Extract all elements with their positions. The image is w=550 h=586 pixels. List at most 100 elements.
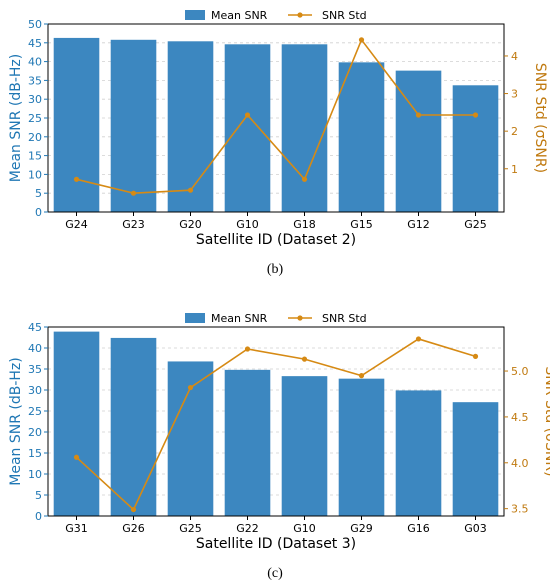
bar-c-g03 (452, 402, 499, 516)
x-tick-label-c-g10: G10 (293, 522, 316, 535)
snr-std-point-c-g16 (415, 336, 422, 342)
x-axis-label-c: Satellite ID (Dataset 3) (196, 536, 356, 552)
bar-b-g15 (338, 62, 385, 212)
left-tick-label-c-1: 5 (35, 489, 42, 502)
left-tick-label-c-0: 0 (35, 510, 42, 523)
x-tick-label-c-g22: G22 (236, 522, 259, 535)
bar-c-g10 (281, 376, 328, 516)
legend-swatch-mean-snr-c (185, 313, 205, 323)
snr-std-point-c-g31 (73, 454, 80, 460)
right-axis-label-b: SNR Std (σSNR) (532, 63, 548, 173)
left-tick-label-b-1: 5 (35, 187, 42, 200)
bar-c-g29 (338, 378, 385, 516)
right-tick-label-c-1: 4.0 (511, 457, 529, 470)
snr-std-point-b-g15 (358, 37, 365, 43)
left-tick-label-b-4: 20 (28, 131, 42, 144)
bar-b-g25 (452, 85, 499, 212)
legend-label-mean-snr-c: Mean SNR (211, 312, 268, 325)
left-axis-label-c: Mean SNR (dB-Hz) (8, 357, 24, 485)
right-tick-label-c-2: 4.5 (511, 411, 529, 424)
left-axis-label-b: Mean SNR (dB-Hz) (8, 54, 24, 182)
left-tick-label-b-10: 50 (28, 18, 42, 31)
x-tick-label-b-g18: G18 (293, 218, 316, 231)
panel-c-caption: (c) (267, 566, 283, 581)
snr-std-line-c (75, 338, 476, 511)
snr-std-point-c-g22 (244, 346, 251, 352)
legend-marker-snr-std-b (297, 12, 303, 18)
bar-b-g23 (110, 39, 157, 213)
x-tick-label-b-g23: G23 (122, 218, 145, 231)
x-tick-label-b-g15: G15 (350, 218, 373, 231)
x-tick-label-b-g20: G20 (179, 218, 202, 231)
legend-label-snr-std-b: SNR Std (322, 9, 367, 22)
snr-std-point-b-g23 (130, 190, 137, 196)
snr-std-point-b-g12 (415, 112, 422, 118)
x-tick-label-c-g29: G29 (350, 522, 373, 535)
left-tick-label-b-6: 30 (28, 93, 42, 106)
bar-c-g16 (395, 390, 442, 516)
snr-std-line-b (76, 38, 476, 195)
snr-std-point-c-g26 (130, 506, 137, 513)
legend-c: Mean SNR SNR Std (185, 312, 367, 325)
bar-b-g12 (395, 70, 442, 213)
snr-std-point-b-g10 (244, 112, 251, 118)
right-tick-label-b-2: 3 (511, 88, 518, 101)
left-tick-label-b-8: 40 (28, 56, 42, 69)
bar-b-g18 (281, 44, 328, 212)
legend-marker-snr-std-c (297, 315, 303, 321)
chart-panel-b: 0 5 10 15 20 25 30 35 40 45 50 1 2 3 4 G24 G23 G20 G10 G18 G… (8, 9, 548, 248)
x-tick-label-c-g26: G26 (122, 522, 145, 535)
left-tick-label-c-6: 30 (28, 384, 42, 397)
chart-panel-c: 0 5 10 15 20 25 30 35 40 45 3.5 4.0 4.5 5.0 G31 G26 G25 G… (8, 312, 550, 552)
left-tick-label-b-2: 10 (28, 168, 42, 181)
x-tick-label-b-g10: G10 (236, 218, 259, 231)
bar-c-g22 (224, 369, 271, 516)
snr-std-point-c-g25 (187, 384, 194, 391)
legend-label-mean-snr-b: Mean SNR (211, 9, 268, 22)
snr-std-point-b-g18 (301, 176, 308, 182)
bar-c-g25 (167, 361, 214, 516)
snr-std-point-b-g25 (472, 112, 479, 118)
left-tick-label-c-3: 15 (28, 447, 42, 460)
snr-std-point-c-g29 (358, 373, 365, 379)
x-tick-label-b-g24: G24 (65, 218, 88, 231)
legend-b: Mean SNR SNR Std (185, 9, 367, 22)
x-tick-label-c-g31: G31 (65, 522, 88, 535)
plot-frame-c (47, 326, 505, 517)
right-tick-label-b-0: 1 (511, 163, 518, 176)
snr-std-point-c-g03 (472, 353, 479, 359)
left-tick-label-c-5: 25 (28, 405, 42, 418)
bar-c-g26 (110, 337, 157, 516)
right-tick-label-b-1: 2 (511, 125, 518, 138)
x-tick-label-b-g12: G12 (407, 218, 430, 231)
x-tick-label-c-g03: G03 (464, 522, 487, 535)
bar-b-g20 (167, 41, 214, 212)
right-tick-label-c-3: 5.0 (511, 365, 529, 378)
bar-b-g10 (224, 44, 271, 212)
left-tick-label-b-7: 35 (28, 74, 42, 87)
left-tick-label-c-7: 35 (28, 363, 42, 376)
x-axis-label-b: Satellite ID (Dataset 2) (196, 232, 356, 248)
left-tick-label-b-9: 45 (28, 37, 42, 50)
legend-swatch-mean-snr-b (185, 10, 205, 20)
snr-std-point-b-g24 (73, 176, 80, 182)
left-tick-label-c-8: 40 (28, 342, 42, 355)
snr-std-point-b-g20 (187, 187, 194, 193)
left-tick-label-b-3: 15 (28, 150, 42, 163)
bar-b-g24 (53, 37, 100, 212)
right-tick-label-b-3: 4 (511, 50, 518, 63)
left-tick-label-b-5: 25 (28, 112, 42, 125)
x-tick-label-b-g25: G25 (464, 218, 487, 231)
left-tick-label-c-2: 10 (28, 468, 42, 481)
right-axis-label-c: SNR Std (σSNR) (542, 366, 550, 476)
bar-c-g31 (53, 331, 100, 516)
panel-b-caption: (b) (266, 262, 284, 277)
x-tick-label-c-g25: G25 (179, 522, 202, 535)
left-tick-label-c-4: 20 (28, 426, 42, 439)
right-tick-label-c-0: 3.5 (511, 503, 529, 516)
snr-std-point-c-g10 (301, 356, 308, 362)
x-tick-label-c-g16: G16 (407, 522, 430, 535)
left-tick-label-c-9: 45 (28, 321, 42, 334)
legend-label-snr-std-c: SNR Std (322, 312, 367, 325)
